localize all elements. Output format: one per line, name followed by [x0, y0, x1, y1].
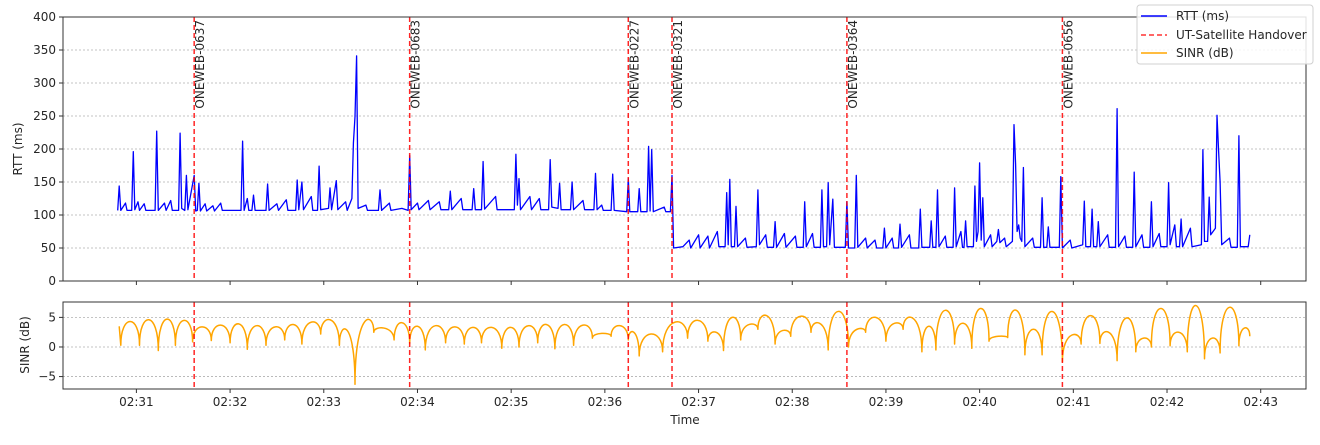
rtt-y-tick-label: 350 — [33, 43, 56, 57]
rtt-axes-frame — [62, 16, 1307, 282]
x-tick-label: 02:34 — [400, 395, 435, 409]
legend: RTT (ms) UT-Satellite Handover SINR (dB) — [1136, 4, 1314, 65]
legend-rtt-label: RTT (ms) — [1176, 9, 1229, 23]
x-tick-label: 02:37 — [681, 395, 716, 409]
rtt-y-tick-label: 0 — [48, 274, 56, 288]
legend-sinr-label: SINR (dB) — [1176, 46, 1234, 60]
x-tick-label: 02:40 — [962, 395, 997, 409]
sinr-series — [118, 304, 1251, 386]
sinr-line — [118, 304, 1251, 386]
handover-label: ONEWEB-0656 — [1061, 20, 1075, 109]
rtt-y-tick-label: 200 — [33, 142, 56, 156]
handover-label: ONEWEB-0227 — [627, 20, 641, 109]
rtt-y-tick-label: 150 — [33, 175, 56, 189]
x-axis-label: Time — [669, 413, 699, 427]
handover-label: ONEWEB-0364 — [846, 20, 860, 109]
handover-label: ONEWEB-0637 — [193, 20, 207, 109]
rtt-line — [117, 55, 1251, 249]
sinr-y-tick-label: 0 — [48, 340, 56, 354]
rtt-y-tick-label: 250 — [33, 109, 56, 123]
sinr-grid — [63, 316, 1306, 377]
rtt-y-tick-label: 400 — [33, 10, 56, 24]
sinr-y-tick-label: 5 — [48, 310, 56, 324]
legend-handover-label: UT-Satellite Handover — [1176, 28, 1307, 42]
x-tick-label: 02:43 — [1243, 395, 1278, 409]
x-tick-label: 02:41 — [1056, 395, 1091, 409]
x-tick-label: 02:35 — [494, 395, 529, 409]
axes: 0 50 100 150 200 250 300 350 400 −5 0 5 02:31 02:32 02… — [33, 10, 1307, 409]
sinr-axes-frame — [62, 301, 1307, 390]
x-tick-label: 02:31 — [119, 395, 154, 409]
x-tick-label: 02:39 — [869, 395, 904, 409]
sinr-y-tick-label: −5 — [38, 370, 56, 384]
handover-lines: ONEWEB-0637 ONEWEB-0683 ONEWEB-0227 ONEWEB-… — [193, 17, 1075, 389]
rtt-y-tick-label: 50 — [41, 241, 56, 255]
rtt-y-tick-label: 100 — [33, 208, 56, 222]
x-tick-label: 02:42 — [1150, 395, 1185, 409]
legend-box — [1136, 4, 1314, 65]
x-tick-label: 02:36 — [588, 395, 623, 409]
rtt-y-tick-label: 300 — [33, 76, 56, 90]
x-tick-label: 02:33 — [306, 395, 341, 409]
rtt-y-axis-label: RTT (ms) — [11, 122, 25, 175]
x-tick-label: 02:32 — [213, 395, 248, 409]
handover-label: ONEWEB-0321 — [671, 20, 685, 109]
handover-label: ONEWEB-0683 — [409, 20, 423, 109]
rtt-series — [117, 55, 1251, 249]
sinr-y-axis-label: SINR (dB) — [18, 316, 32, 374]
x-tick-label: 02:38 — [775, 395, 810, 409]
